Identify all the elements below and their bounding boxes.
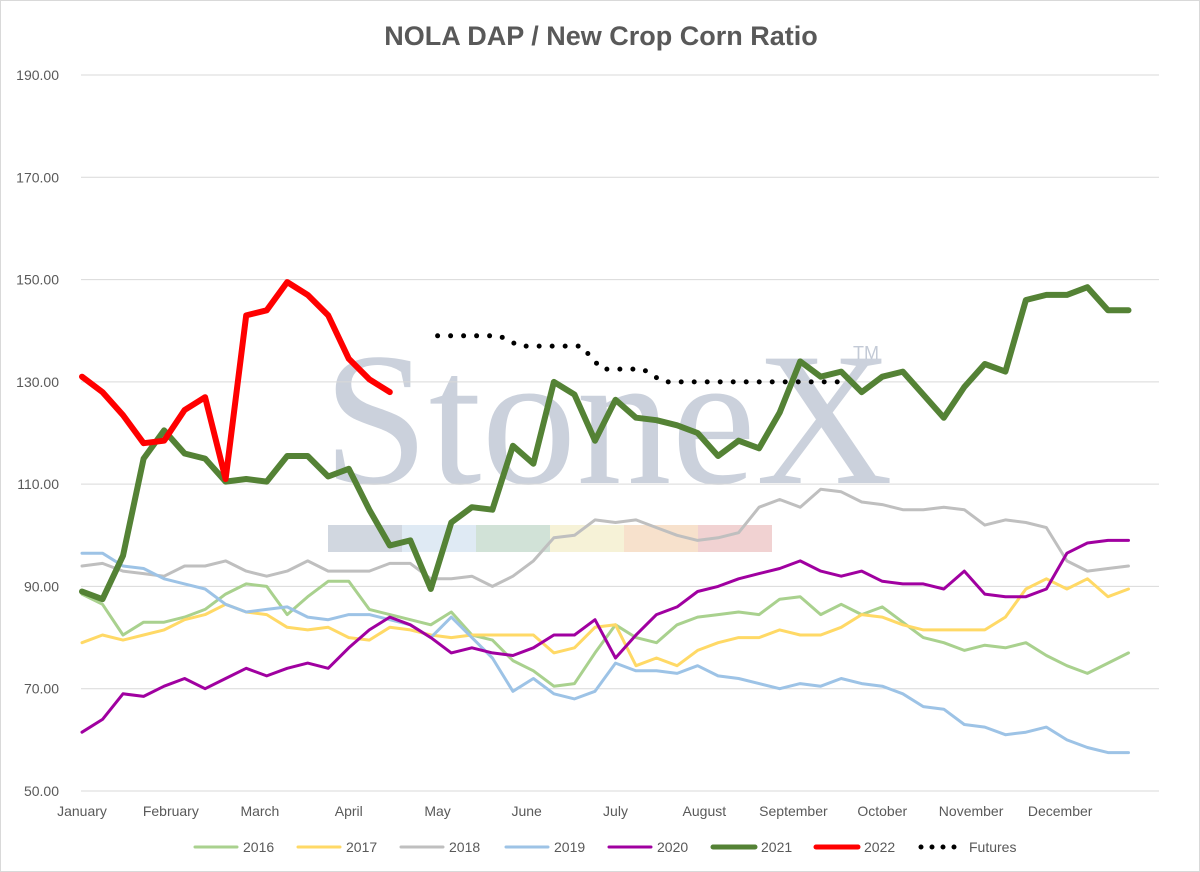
x-tick-label: February <box>143 803 199 819</box>
legend-label-2018: 2018 <box>449 839 480 855</box>
y-tick-label: 90.00 <box>24 578 59 594</box>
watermark-strip-segment <box>476 525 550 552</box>
y-tick-label: 150.00 <box>16 272 59 288</box>
chart-title: NOLA DAP / New Crop Corn Ratio <box>384 21 818 51</box>
watermark-strip-segment <box>550 525 624 552</box>
y-tick-label: 50.00 <box>24 783 59 799</box>
watermark-tm: TM <box>853 343 879 363</box>
x-axis-tick-labels: January February March April May June July Augu… <box>57 803 1093 819</box>
series-line-2020 <box>80 538 1130 734</box>
legend-label-2022: 2022 <box>864 839 895 855</box>
x-tick-label: January <box>57 803 107 819</box>
legend-label-2019: 2019 <box>554 839 585 855</box>
x-tick-label: April <box>335 803 363 819</box>
y-tick-label: 130.00 <box>16 374 59 390</box>
legend-label-2017: 2017 <box>346 839 377 855</box>
series-line-2022 <box>79 279 393 482</box>
y-tick-label: 190.00 <box>16 67 59 83</box>
y-axis-tick-labels: 50.00 70.00 90.00 110.00 130.00 150.00 170.00 1… <box>16 67 59 799</box>
x-tick-label: June <box>511 803 542 819</box>
series-line-2018 <box>80 487 1130 588</box>
series-line-2021 <box>79 284 1132 603</box>
y-tick-label: 170.00 <box>16 169 59 185</box>
series-lines <box>79 279 1132 755</box>
legend-label-2020: 2020 <box>657 839 688 855</box>
stonex-watermark: StoneX TM <box>323 315 893 552</box>
series-line-2019 <box>80 551 1130 755</box>
y-tick-label: 110.00 <box>17 476 59 492</box>
x-tick-label: July <box>603 803 628 819</box>
legend-label-futures: Futures <box>969 839 1016 855</box>
x-tick-label: October <box>857 803 907 819</box>
legend-label-2021: 2021 <box>761 839 792 855</box>
legend-label-2016: 2016 <box>243 839 274 855</box>
y-tick-label: 70.00 <box>24 681 59 697</box>
x-tick-label: May <box>424 803 450 819</box>
series-line-2017 <box>80 577 1130 668</box>
x-tick-label: November <box>939 803 1004 819</box>
x-tick-label: March <box>240 803 279 819</box>
legend: 2016 2017 2018 2019 2020 2021 2022 Futures <box>193 839 1016 855</box>
x-tick-label: September <box>759 803 828 819</box>
x-tick-label: August <box>683 803 727 819</box>
x-tick-label: December <box>1028 803 1093 819</box>
